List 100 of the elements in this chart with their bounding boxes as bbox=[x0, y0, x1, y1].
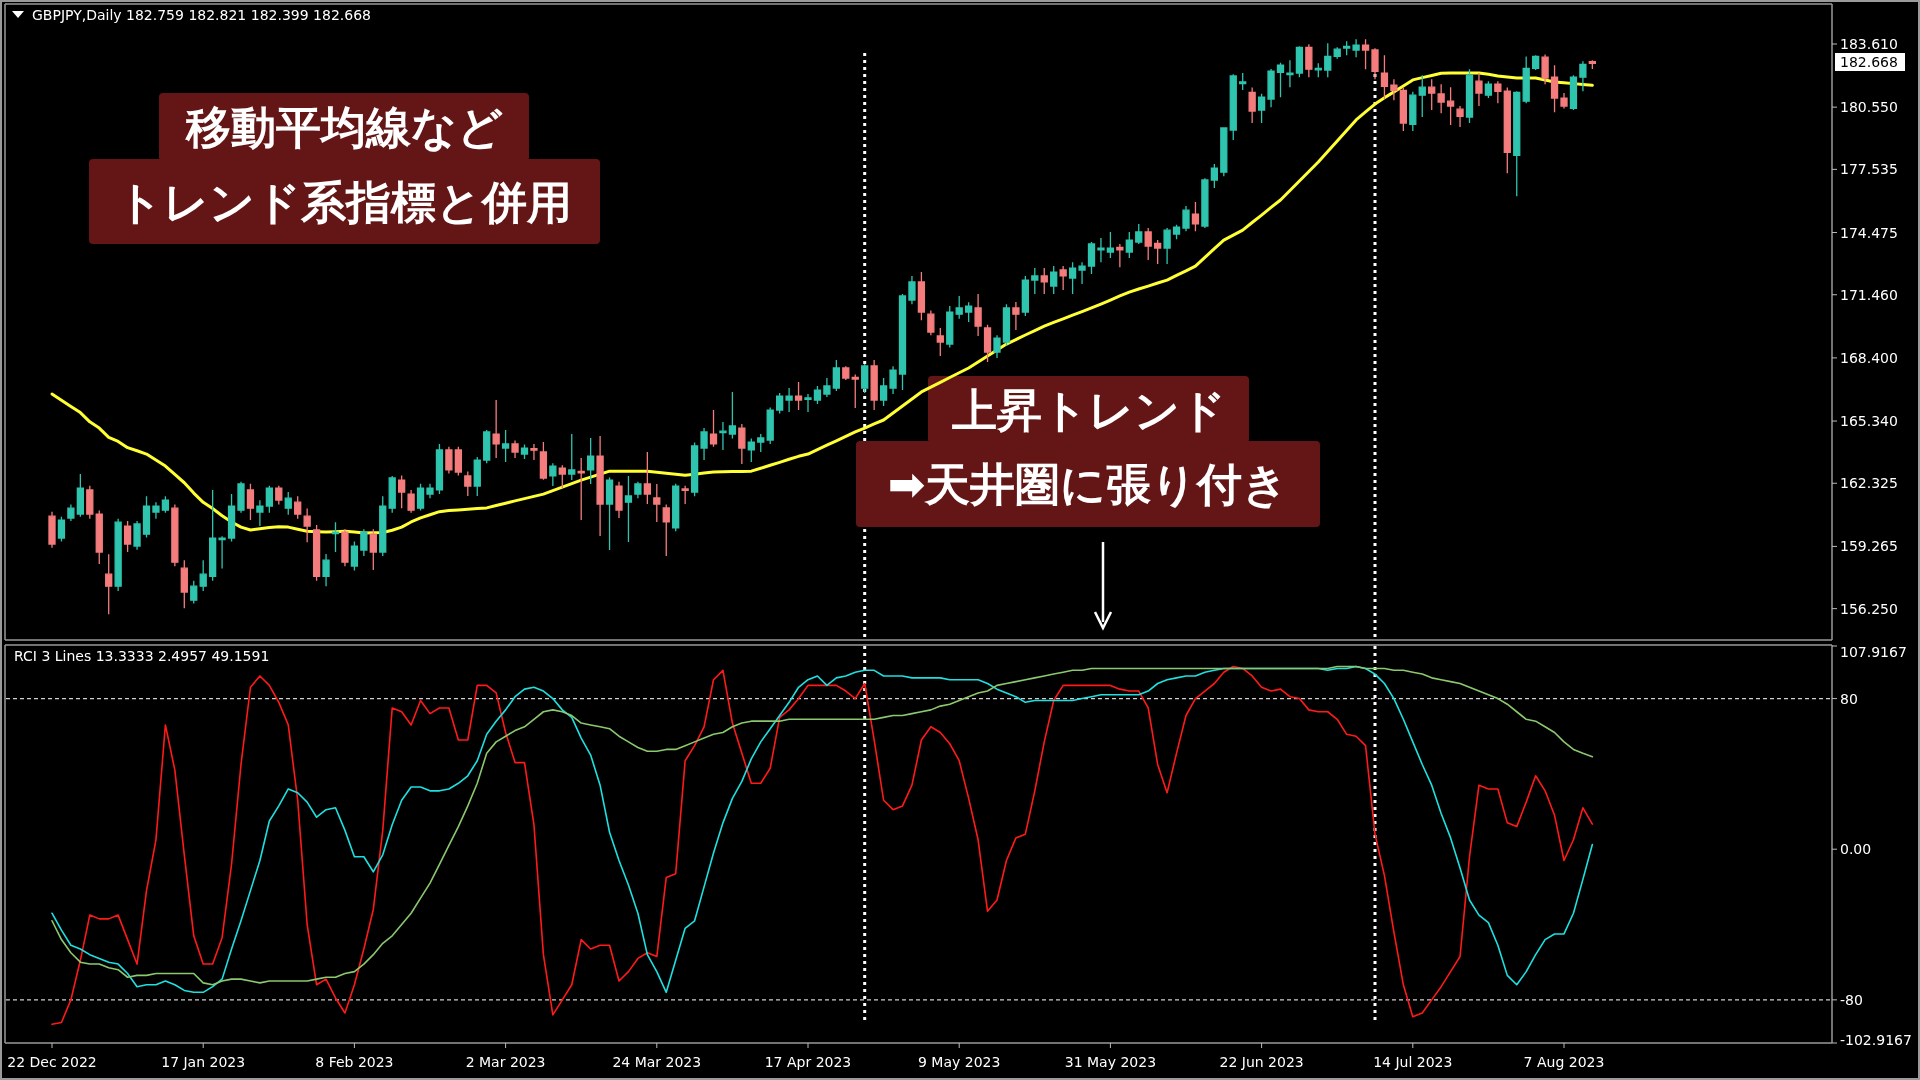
candlestick bbox=[1201, 177, 1209, 229]
candlestick bbox=[57, 516, 66, 543]
candlestick bbox=[1588, 59, 1596, 70]
x-tick-label: 24 Mar 2023 bbox=[612, 1054, 702, 1070]
candlestick bbox=[672, 483, 680, 532]
candlestick bbox=[1428, 78, 1436, 111]
candlestick bbox=[766, 406, 774, 445]
candlestick bbox=[624, 475, 633, 543]
candlestick bbox=[1314, 62, 1322, 78]
chart-title: RCI 3 Lines 13.3333 2.4957 49.1591 bbox=[14, 648, 270, 664]
candlestick bbox=[823, 377, 831, 398]
candlestick bbox=[1144, 227, 1152, 261]
candlestick bbox=[804, 393, 812, 413]
candlestick bbox=[747, 437, 755, 463]
y-tick-label: 183.610 bbox=[1840, 36, 1898, 52]
candlestick bbox=[360, 528, 368, 557]
candlestick bbox=[738, 423, 746, 465]
y-tick-label: 171.460 bbox=[1840, 286, 1898, 303]
candlestick bbox=[558, 464, 566, 489]
candlestick bbox=[577, 457, 585, 521]
candlestick bbox=[539, 441, 548, 481]
x-tick-label: 8 Feb 2023 bbox=[315, 1054, 394, 1070]
candlestick bbox=[1239, 72, 1247, 91]
candlestick bbox=[568, 433, 576, 481]
candlestick bbox=[936, 327, 944, 357]
candlestick bbox=[1569, 74, 1578, 111]
x-tick-label: 17 Jan 2023 bbox=[161, 1054, 246, 1070]
candlestick bbox=[123, 520, 132, 553]
y-tick-label: 107.9167 bbox=[1840, 644, 1907, 660]
candlestick bbox=[1220, 126, 1228, 177]
candlestick bbox=[927, 309, 935, 336]
annotation: トレンド系指標と併用 bbox=[117, 175, 572, 229]
candlestick bbox=[653, 483, 661, 523]
candlestick bbox=[322, 553, 330, 587]
y-tick-label: -80 bbox=[1840, 991, 1863, 1008]
candlestick bbox=[284, 491, 292, 516]
y-tick-label: 156.250 bbox=[1840, 600, 1898, 617]
line-series bbox=[50, 71, 1594, 535]
candlestick bbox=[1437, 83, 1445, 114]
candlestick bbox=[549, 462, 557, 487]
candlestick bbox=[700, 427, 708, 461]
candlestick bbox=[530, 443, 538, 461]
candlestick bbox=[350, 540, 359, 572]
text: 182.668 bbox=[1840, 54, 1898, 70]
candlestick bbox=[171, 503, 179, 567]
candlestick bbox=[965, 301, 973, 323]
candlestick bbox=[1087, 241, 1096, 275]
x-tick-label: 9 May 2023 bbox=[918, 1054, 1001, 1070]
x-tick-label: 31 May 2023 bbox=[1064, 1054, 1157, 1070]
candlestick bbox=[1399, 86, 1407, 132]
y-tick-label: 177.535 bbox=[1840, 161, 1898, 178]
candlestick bbox=[445, 445, 453, 475]
candlestick bbox=[917, 271, 926, 321]
candlestick bbox=[312, 524, 321, 582]
candlestick bbox=[832, 359, 840, 392]
candlestick bbox=[1371, 47, 1379, 80]
candlestick bbox=[341, 528, 349, 567]
candlestick bbox=[709, 409, 718, 448]
candlestick bbox=[1078, 261, 1086, 285]
candlestick bbox=[407, 489, 415, 514]
candlestick bbox=[898, 293, 907, 391]
candlestick bbox=[190, 580, 198, 605]
candlestick bbox=[1390, 78, 1398, 101]
candlestick bbox=[331, 521, 340, 553]
y-tick-label: 162.325 bbox=[1840, 475, 1898, 492]
candlestick bbox=[1286, 59, 1294, 88]
candlestick bbox=[398, 474, 406, 509]
y-tick-label: -102.9167 bbox=[1840, 1032, 1912, 1048]
candlestick bbox=[1229, 73, 1237, 141]
candlestick bbox=[180, 559, 188, 609]
candlestick bbox=[426, 483, 434, 499]
candlestick bbox=[256, 499, 264, 527]
candlestick bbox=[1210, 163, 1218, 189]
candlestick bbox=[388, 475, 396, 514]
candlestick bbox=[237, 481, 245, 514]
candlestick bbox=[1021, 275, 1029, 317]
candlestick bbox=[152, 501, 160, 520]
candlestick bbox=[105, 553, 113, 615]
candlestick bbox=[1484, 80, 1493, 99]
candlestick bbox=[218, 535, 226, 570]
y-tick-label: 0.00 bbox=[1840, 841, 1872, 858]
candlestick bbox=[1097, 237, 1105, 263]
candlestick bbox=[227, 493, 236, 543]
candlestick bbox=[908, 275, 916, 305]
x-tick-label: 2 Mar 2023 bbox=[465, 1054, 546, 1070]
candlestick bbox=[946, 305, 954, 349]
candlestick bbox=[1172, 224, 1181, 240]
candlestick bbox=[634, 481, 642, 499]
annotation: ➡天井圏に張り付き bbox=[887, 458, 1289, 511]
candlestick bbox=[142, 495, 151, 539]
candlestick bbox=[483, 429, 491, 464]
candlestick bbox=[161, 495, 170, 514]
annotation: 移動平均線など bbox=[184, 101, 503, 154]
candlestick bbox=[1276, 62, 1285, 98]
candlestick bbox=[1550, 64, 1559, 113]
candlestick bbox=[294, 495, 302, 520]
candlestick bbox=[1513, 90, 1521, 197]
candlestick bbox=[662, 503, 670, 557]
candlestick bbox=[265, 485, 273, 514]
candlestick bbox=[983, 324, 992, 363]
